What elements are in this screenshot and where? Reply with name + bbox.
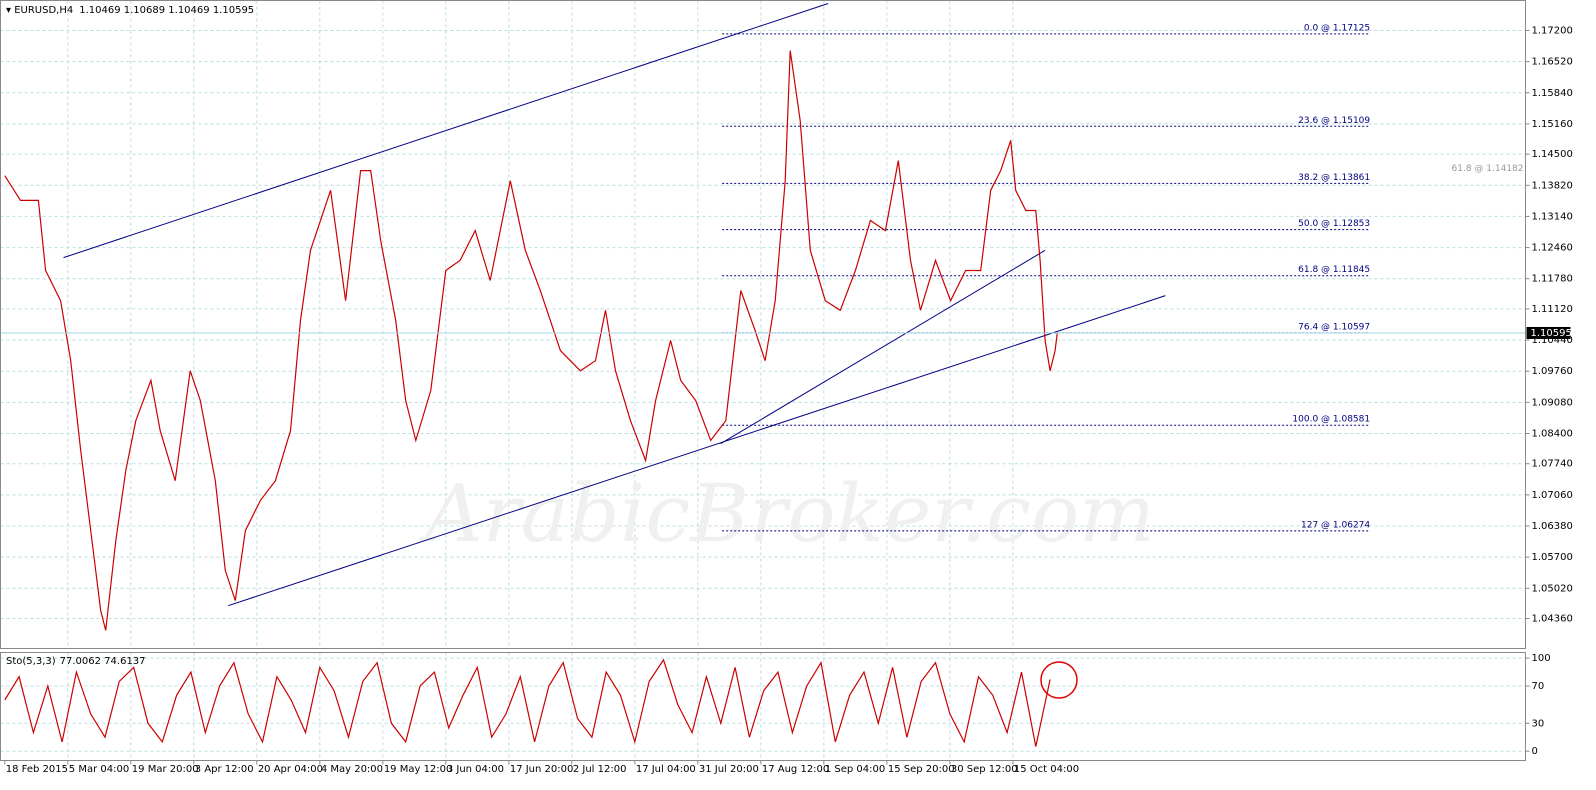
y-tick-label: 100 — [1532, 653, 1551, 664]
y-tick-label: 1.11120 — [1532, 304, 1573, 315]
price-line — [4, 658, 1051, 747]
x-tick-label: 3 Apr 12:00 — [195, 764, 254, 775]
y-tick-label: 1.13140 — [1532, 211, 1573, 222]
x-tick-label: 31 Jul 20:00 — [699, 764, 759, 775]
highlight-circle — [1040, 661, 1078, 699]
trendline — [720, 249, 1046, 444]
price-line — [4, 50, 1058, 631]
y-tick-label: 1.11780 — [1532, 274, 1573, 285]
y-tick-label: 1.08400 — [1532, 428, 1573, 439]
x-tick-label: 17 Jul 04:00 — [636, 764, 696, 775]
fib-label: 100.0 @ 1.08581 — [1292, 415, 1370, 425]
fib-label: 0.0 @ 1.17125 — [1304, 23, 1370, 33]
y-tick-label: 1.17200 — [1532, 25, 1573, 36]
x-tick-label: 17 Aug 12:00 — [762, 764, 829, 775]
x-tick-label: 1 Sep 04:00 — [825, 764, 885, 775]
x-tick-label: 4 May 20:00 — [321, 764, 383, 775]
fib-label: 23.6 @ 1.15109 — [1298, 116, 1370, 126]
y-tick-label: 1.13820 — [1532, 180, 1573, 191]
last-price-box — [1526, 326, 1571, 339]
fib-label: 38.2 @ 1.13861 — [1298, 173, 1370, 183]
chart-title: ▾ EURUSD,H4 1.10469 1.10689 1.10469 1.105… — [6, 5, 254, 16]
y-tick-label: 1.10440 — [1532, 335, 1573, 346]
x-tick-label: 20 Apr 04:00 — [258, 764, 323, 775]
y-tick-label: 1.05700 — [1532, 552, 1573, 563]
background-layer — [0, 0, 1530, 765]
y-tick-label: 1.15840 — [1532, 88, 1573, 99]
y-tick-label: 0 — [1532, 746, 1538, 757]
title: ▾ — [6, 5, 14, 16]
y-tick-label: 1.07060 — [1532, 490, 1573, 501]
trendline — [228, 295, 1166, 607]
fib-label: 61.8 @ 1.11845 — [1298, 265, 1370, 275]
y-tick-label: 1.14500 — [1532, 149, 1573, 160]
trendline — [63, 3, 829, 259]
x-tick-label: 15 Sep 20:00 — [888, 764, 955, 775]
fib-label: 50.0 @ 1.12853 — [1298, 219, 1370, 229]
y-tick-label: 1.09760 — [1532, 366, 1573, 377]
x-tick-label: 19 May 12:00 — [384, 764, 453, 775]
plot-layer: 1.17200 1.16520 1.15840 1.15160 1.14500 1.138… — [0, 3, 1573, 775]
y-tick-label: 1.07740 — [1532, 459, 1573, 470]
subtitle: 1.10469 1.10689 1.10469 1.10595 — [79, 5, 254, 16]
y-tick-label: 1.09080 — [1532, 397, 1573, 408]
x-tick-label: 19 Mar 20:00 — [132, 764, 199, 775]
x-tick-label: 5 Mar 04:00 — [69, 764, 129, 775]
y-tick-label: 1.12460 — [1532, 243, 1573, 254]
price-panel-border — [0, 0, 1526, 649]
title: Sto(5,3,3) — [6, 656, 56, 667]
x-tick-label: 15 Oct 04:00 — [1014, 764, 1079, 775]
fib-label: 127 @ 1.06274 — [1301, 520, 1370, 530]
x-tick-label: 17 Jun 20:00 — [510, 764, 574, 775]
x-tick-label: 30 Sep 12:00 — [951, 764, 1018, 775]
annotation: 61.8 @ 1.14182 — [1452, 164, 1524, 174]
y-tick-label: 1.04360 — [1532, 614, 1573, 625]
y-tick-label: 1.16520 — [1532, 57, 1573, 68]
y-tick-label: 1.05020 — [1532, 583, 1573, 594]
x-tick-label: 18 Feb 2015 — [6, 764, 68, 775]
title: EURUSD,H4 — [14, 5, 73, 16]
y-tick-label: 70 — [1532, 681, 1545, 692]
y-tick-label: 1.06380 — [1532, 521, 1573, 532]
x-tick-label: 2 Jul 12:00 — [573, 764, 627, 775]
stoch-title: Sto(5,3,3) 77.0062 74.6137 — [6, 656, 146, 667]
y-tick-label: 30 — [1532, 718, 1545, 729]
fib-label: 76.4 @ 1.10597 — [1298, 322, 1370, 332]
y-tick-label: 1.15160 — [1532, 119, 1573, 130]
subtitle: 77.0062 74.6137 — [60, 656, 146, 667]
x-tick-label: 3 Jun 04:00 — [447, 764, 504, 775]
stoch-panel-border — [0, 652, 1526, 761]
last-price-label: 1.10595 — [1531, 328, 1572, 339]
watermark: ArabicBroker.com — [418, 467, 1155, 560]
